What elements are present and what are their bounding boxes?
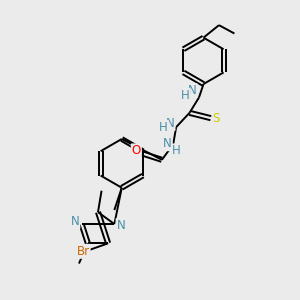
- Text: Br: Br: [76, 245, 90, 258]
- Text: N: N: [188, 84, 197, 97]
- Text: N: N: [163, 137, 172, 150]
- Text: N: N: [116, 219, 125, 232]
- Text: H: H: [172, 144, 181, 158]
- Text: H: H: [181, 89, 189, 102]
- Text: S: S: [213, 112, 220, 125]
- Text: N: N: [71, 215, 80, 228]
- Text: H: H: [159, 121, 168, 134]
- Text: O: O: [132, 144, 141, 158]
- Text: N: N: [166, 117, 175, 130]
